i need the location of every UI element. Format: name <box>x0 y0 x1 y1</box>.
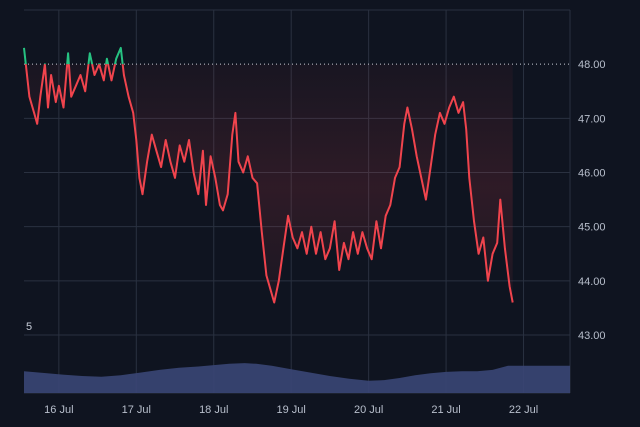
y-tick-label: 45.00 <box>578 222 606 234</box>
y-tick-label: 43.00 <box>578 330 606 342</box>
y-axis: 48.00 47.00 46.00 45.00 44.00 43.00 <box>578 59 606 342</box>
x-tick-label: 20 Jul <box>354 404 383 416</box>
x-tick-label: 18 Jul <box>199 404 228 416</box>
x-axis: 16 Jul 17 Jul 18 Jul 19 Jul 20 Jul 21 Jul 22 J… <box>44 404 538 416</box>
x-tick-label: 19 Jul <box>277 404 306 416</box>
price-line <box>23 46 514 304</box>
x-tick-label: 17 Jul <box>122 404 151 416</box>
x-tick-label: 22 Jul <box>509 404 538 416</box>
volume-scale-label: 5 <box>26 321 32 333</box>
y-tick-label: 48.00 <box>578 59 606 71</box>
volume-area-shape <box>24 363 570 393</box>
x-tick-label: 21 Jul <box>431 404 460 416</box>
y-tick-label: 46.00 <box>578 168 606 180</box>
below-baseline-fill <box>24 64 513 303</box>
y-tick-label: 47.00 <box>578 113 606 125</box>
y-tick-label: 44.00 <box>578 276 606 288</box>
price-fill <box>24 64 513 303</box>
volume-area <box>23 363 570 393</box>
x-tick-label: 16 Jul <box>44 404 73 416</box>
